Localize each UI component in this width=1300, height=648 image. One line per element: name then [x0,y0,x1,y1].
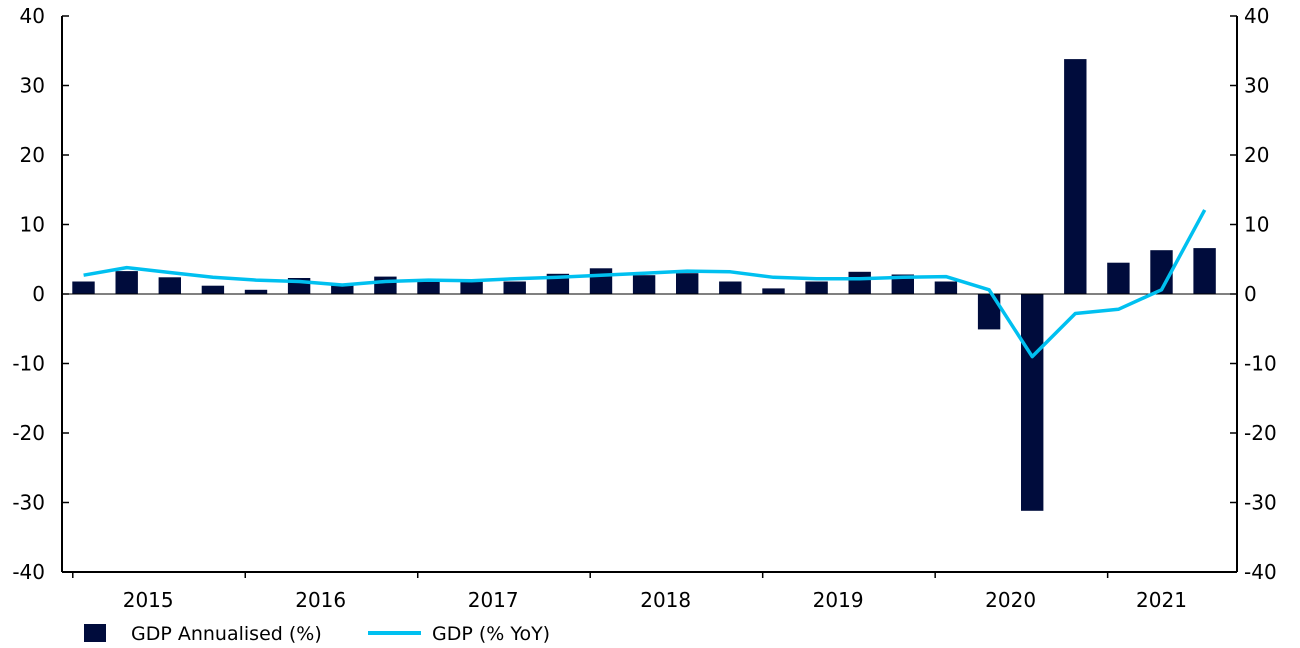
right-tick-label: 40 [1244,4,1269,28]
legend-label-bars: GDP Annualised (%) [131,623,322,645]
legend-swatch-bars [84,624,106,642]
x-tick-label: 2017 [468,588,519,612]
left-tick-label: 30 [20,74,45,98]
right-y-axis: 40 30 20 10 0 -10 -20 -30 -40 [1230,4,1277,584]
bar-19 [848,271,871,294]
bar-16 [719,281,742,294]
bar-14 [632,275,656,294]
right-tick-label: -30 [1244,491,1277,515]
bar-5 [244,289,268,294]
bar-1 [72,281,95,294]
right-tick-label: 0 [1244,282,1257,306]
right-tick-label: 10 [1244,213,1269,237]
bar-13 [589,268,613,294]
left-tick-label: 40 [20,4,45,28]
bar-15 [676,273,699,294]
right-tick-label: 20 [1244,143,1269,167]
bar-23 [1021,294,1044,511]
x-axis: 2015 2016 2017 2018 2019 2020 2021 [72,572,1187,612]
left-tick-label: 20 [20,143,45,167]
bar-7 [331,285,354,294]
bar-21 [934,281,958,294]
left-tick-label: 0 [32,282,45,306]
right-tick-label: -40 [1244,560,1277,584]
left-tick-label: -20 [12,421,45,445]
bar-22 [977,294,1001,330]
bar-3 [158,277,181,294]
legend: GDP Annualised (%) GDP (% YoY) [84,623,550,645]
legend-label-line: GDP (% YoY) [432,623,550,645]
bar-8 [374,276,397,294]
right-tick-label: -20 [1244,421,1277,445]
bar-10 [460,281,483,294]
bar-17 [762,288,785,294]
bar-27 [1193,248,1216,294]
left-y-axis: 40 30 20 10 0 -10 -20 -30 -40 [12,4,69,584]
left-tick-label: -30 [12,491,45,515]
x-tick-label: 2016 [295,588,346,612]
bar-25 [1107,262,1130,294]
right-tick-label: 30 [1244,74,1269,98]
left-tick-label: -10 [12,352,45,376]
x-tick-label: 2021 [1136,588,1187,612]
bar-4 [201,285,225,294]
x-tick-label: 2020 [985,588,1036,612]
x-tick-label: 2018 [640,588,691,612]
x-tick-label: 2015 [123,588,174,612]
bar-24 [1064,59,1087,294]
bar-2 [115,271,138,294]
bar-18 [805,281,828,294]
bars-layer [72,59,1216,511]
bar-20 [891,274,914,294]
x-tick-label: 2019 [813,588,864,612]
left-tick-label: 10 [20,213,45,237]
gdp-yoy-line [83,209,1207,359]
right-tick-label: -10 [1244,352,1277,376]
bar-9 [417,281,440,294]
left-tick-label: -40 [12,560,45,584]
bar-11 [503,281,526,294]
